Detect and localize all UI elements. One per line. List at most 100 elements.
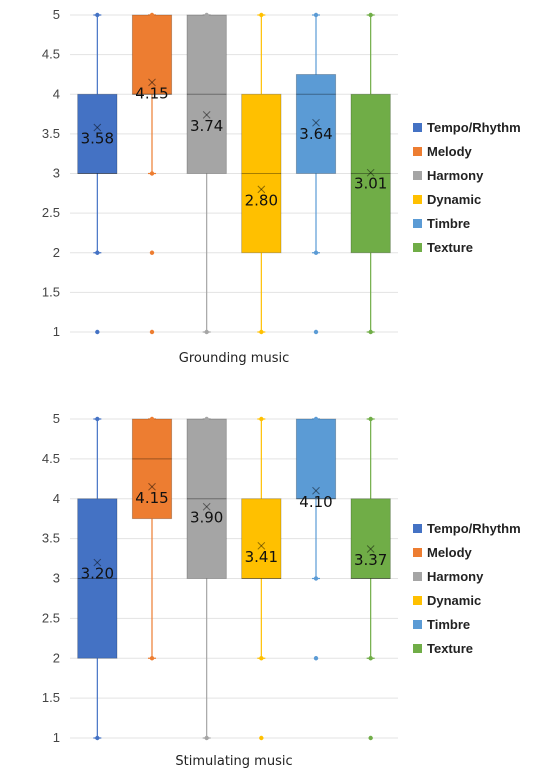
- mean-value-label: 4.10: [299, 493, 332, 511]
- data-point: [313, 250, 319, 255]
- legend-item-melody: Melody: [413, 545, 473, 560]
- data-point: [95, 735, 100, 741]
- mean-value-label: 3.20: [81, 565, 114, 583]
- data-point: [259, 329, 264, 335]
- legend-label: Melody: [427, 545, 473, 560]
- box-dynamic: 3.41: [241, 416, 282, 741]
- iqr-box: [295, 74, 337, 174]
- mean-marker: [148, 78, 156, 87]
- iqr-box: [241, 498, 282, 579]
- iqr-box: [77, 498, 118, 659]
- legend-swatch: [413, 524, 422, 533]
- y-tick-label: 1.5: [42, 690, 60, 705]
- mean-marker: [366, 545, 375, 553]
- box-tempo-rhythm: 3.20: [77, 416, 118, 741]
- mean-marker: [202, 111, 211, 119]
- iqr-box: [131, 418, 173, 520]
- legend-swatch: [413, 171, 422, 180]
- outlier-point: [259, 735, 264, 741]
- box-tempo-rhythm: 3.58: [77, 12, 118, 335]
- mean-value-label: 3.41: [245, 548, 278, 566]
- mean-marker: [257, 185, 266, 194]
- legend-item-dynamic: Dynamic: [413, 593, 481, 608]
- y-tick-label: 1.5: [42, 284, 60, 299]
- y-tick-label: 4.5: [42, 47, 60, 62]
- iqr-box: [241, 93, 282, 254]
- box-harmony: 3.74: [186, 12, 227, 335]
- y-tick-label: 4: [53, 86, 60, 101]
- mean-value-label: 4.15: [135, 84, 168, 102]
- data-point: [368, 416, 373, 422]
- mean-value-label: 3.90: [190, 509, 223, 527]
- y-tick-label: 3: [53, 166, 60, 181]
- legend-label: Harmony: [427, 569, 484, 584]
- x-axis-label: Stimulating music: [175, 754, 292, 769]
- legend-swatch: [413, 147, 422, 156]
- legend-item-timbre: Timbre: [413, 617, 470, 632]
- mean-marker: [202, 502, 211, 511]
- legend-swatch: [413, 195, 422, 204]
- data-point: [368, 329, 373, 335]
- legend-item-texture: Texture: [413, 641, 473, 656]
- mean-value-label: 3.64: [299, 125, 332, 143]
- y-tick-label: 1: [53, 324, 60, 339]
- mean-marker: [148, 78, 156, 87]
- stimulating-music-chart: 1 1.5 2 2.5 3 3.5 4 4.5 5 3.20 4.15 3.90 3.41 4.10 3.3…: [0, 390, 540, 771]
- iqr-box: [295, 418, 337, 500]
- outlier-point: [368, 735, 373, 741]
- y-tick-label: 3: [53, 571, 60, 586]
- outlier-point: [313, 329, 319, 335]
- legend-label: Timbre: [427, 216, 470, 231]
- legend-label: Melody: [427, 144, 473, 159]
- legend-label: Texture: [427, 641, 473, 656]
- legend-label: Harmony: [427, 168, 484, 183]
- data-point: [259, 656, 264, 661]
- mean-marker: [257, 185, 266, 194]
- data-point: [149, 12, 155, 18]
- stimulating-box-plot: 1 1.5 2 2.5 3 3.5 4 4.5 5 3.20 4.15 3.90 3.41 4.10 3.3…: [42, 411, 521, 769]
- legend-label: Texture: [427, 240, 473, 255]
- legend-label: Timbre: [427, 617, 470, 632]
- outlier-point: [313, 656, 319, 661]
- data-point: [204, 735, 209, 741]
- y-tick-label: 1: [53, 730, 60, 745]
- iqr-box: [186, 418, 227, 579]
- mean-marker: [93, 558, 102, 567]
- mean-value-label: 3.01: [354, 175, 387, 193]
- box-timbre: 3.64: [295, 12, 337, 335]
- legend-swatch: [413, 548, 422, 557]
- data-point: [313, 12, 319, 18]
- iqr-box: [350, 93, 391, 254]
- mean-marker: [257, 541, 266, 550]
- legend-item-tempo-rhythm: Tempo/Rhythm: [413, 521, 521, 536]
- data-point: [95, 250, 100, 255]
- mean-value-label: 3.58: [81, 130, 114, 148]
- box-harmony: 3.90: [186, 416, 227, 741]
- box-texture: 3.37: [350, 416, 391, 741]
- y-tick-label: 5: [53, 7, 60, 22]
- legend-item-melody: Melody: [413, 144, 473, 159]
- iqr-box: [77, 93, 118, 174]
- y-tick-label: 5: [53, 411, 60, 426]
- y-tick-label: 2.5: [42, 205, 60, 220]
- y-tick-label: 2.5: [42, 610, 60, 625]
- legend-swatch: [413, 243, 422, 252]
- data-point: [204, 416, 209, 422]
- mean-marker: [312, 486, 320, 495]
- mean-marker: [312, 118, 320, 127]
- legend-swatch: [413, 572, 422, 581]
- mean-marker: [312, 118, 320, 127]
- data-point: [204, 12, 209, 18]
- mean-value-label: 2.80: [245, 191, 278, 209]
- outlier-point: [95, 329, 100, 335]
- data-point: [95, 12, 100, 18]
- box-melody: 4.15: [131, 12, 173, 335]
- data-point: [368, 12, 373, 18]
- data-point: [149, 171, 155, 176]
- iqr-box: [131, 14, 173, 95]
- legend: Tempo/Rhythm Melody Harmony Dynamic Timbre Te…: [413, 120, 521, 255]
- outlier-point: [149, 250, 155, 255]
- data-point: [204, 329, 209, 335]
- legend: Tempo/Rhythm Melody Harmony Dynamic Timbre Te…: [413, 521, 521, 656]
- legend-item-tempo-rhythm: Tempo/Rhythm: [413, 120, 521, 135]
